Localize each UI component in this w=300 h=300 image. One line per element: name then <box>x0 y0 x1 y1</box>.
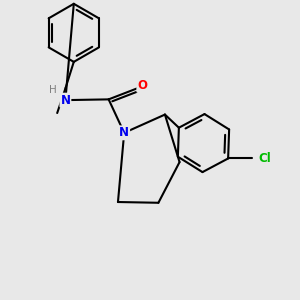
Text: H: H <box>49 85 57 95</box>
Text: O: O <box>137 79 147 92</box>
Text: Cl: Cl <box>258 152 271 165</box>
Text: N: N <box>60 94 70 106</box>
Text: N: N <box>119 126 129 139</box>
